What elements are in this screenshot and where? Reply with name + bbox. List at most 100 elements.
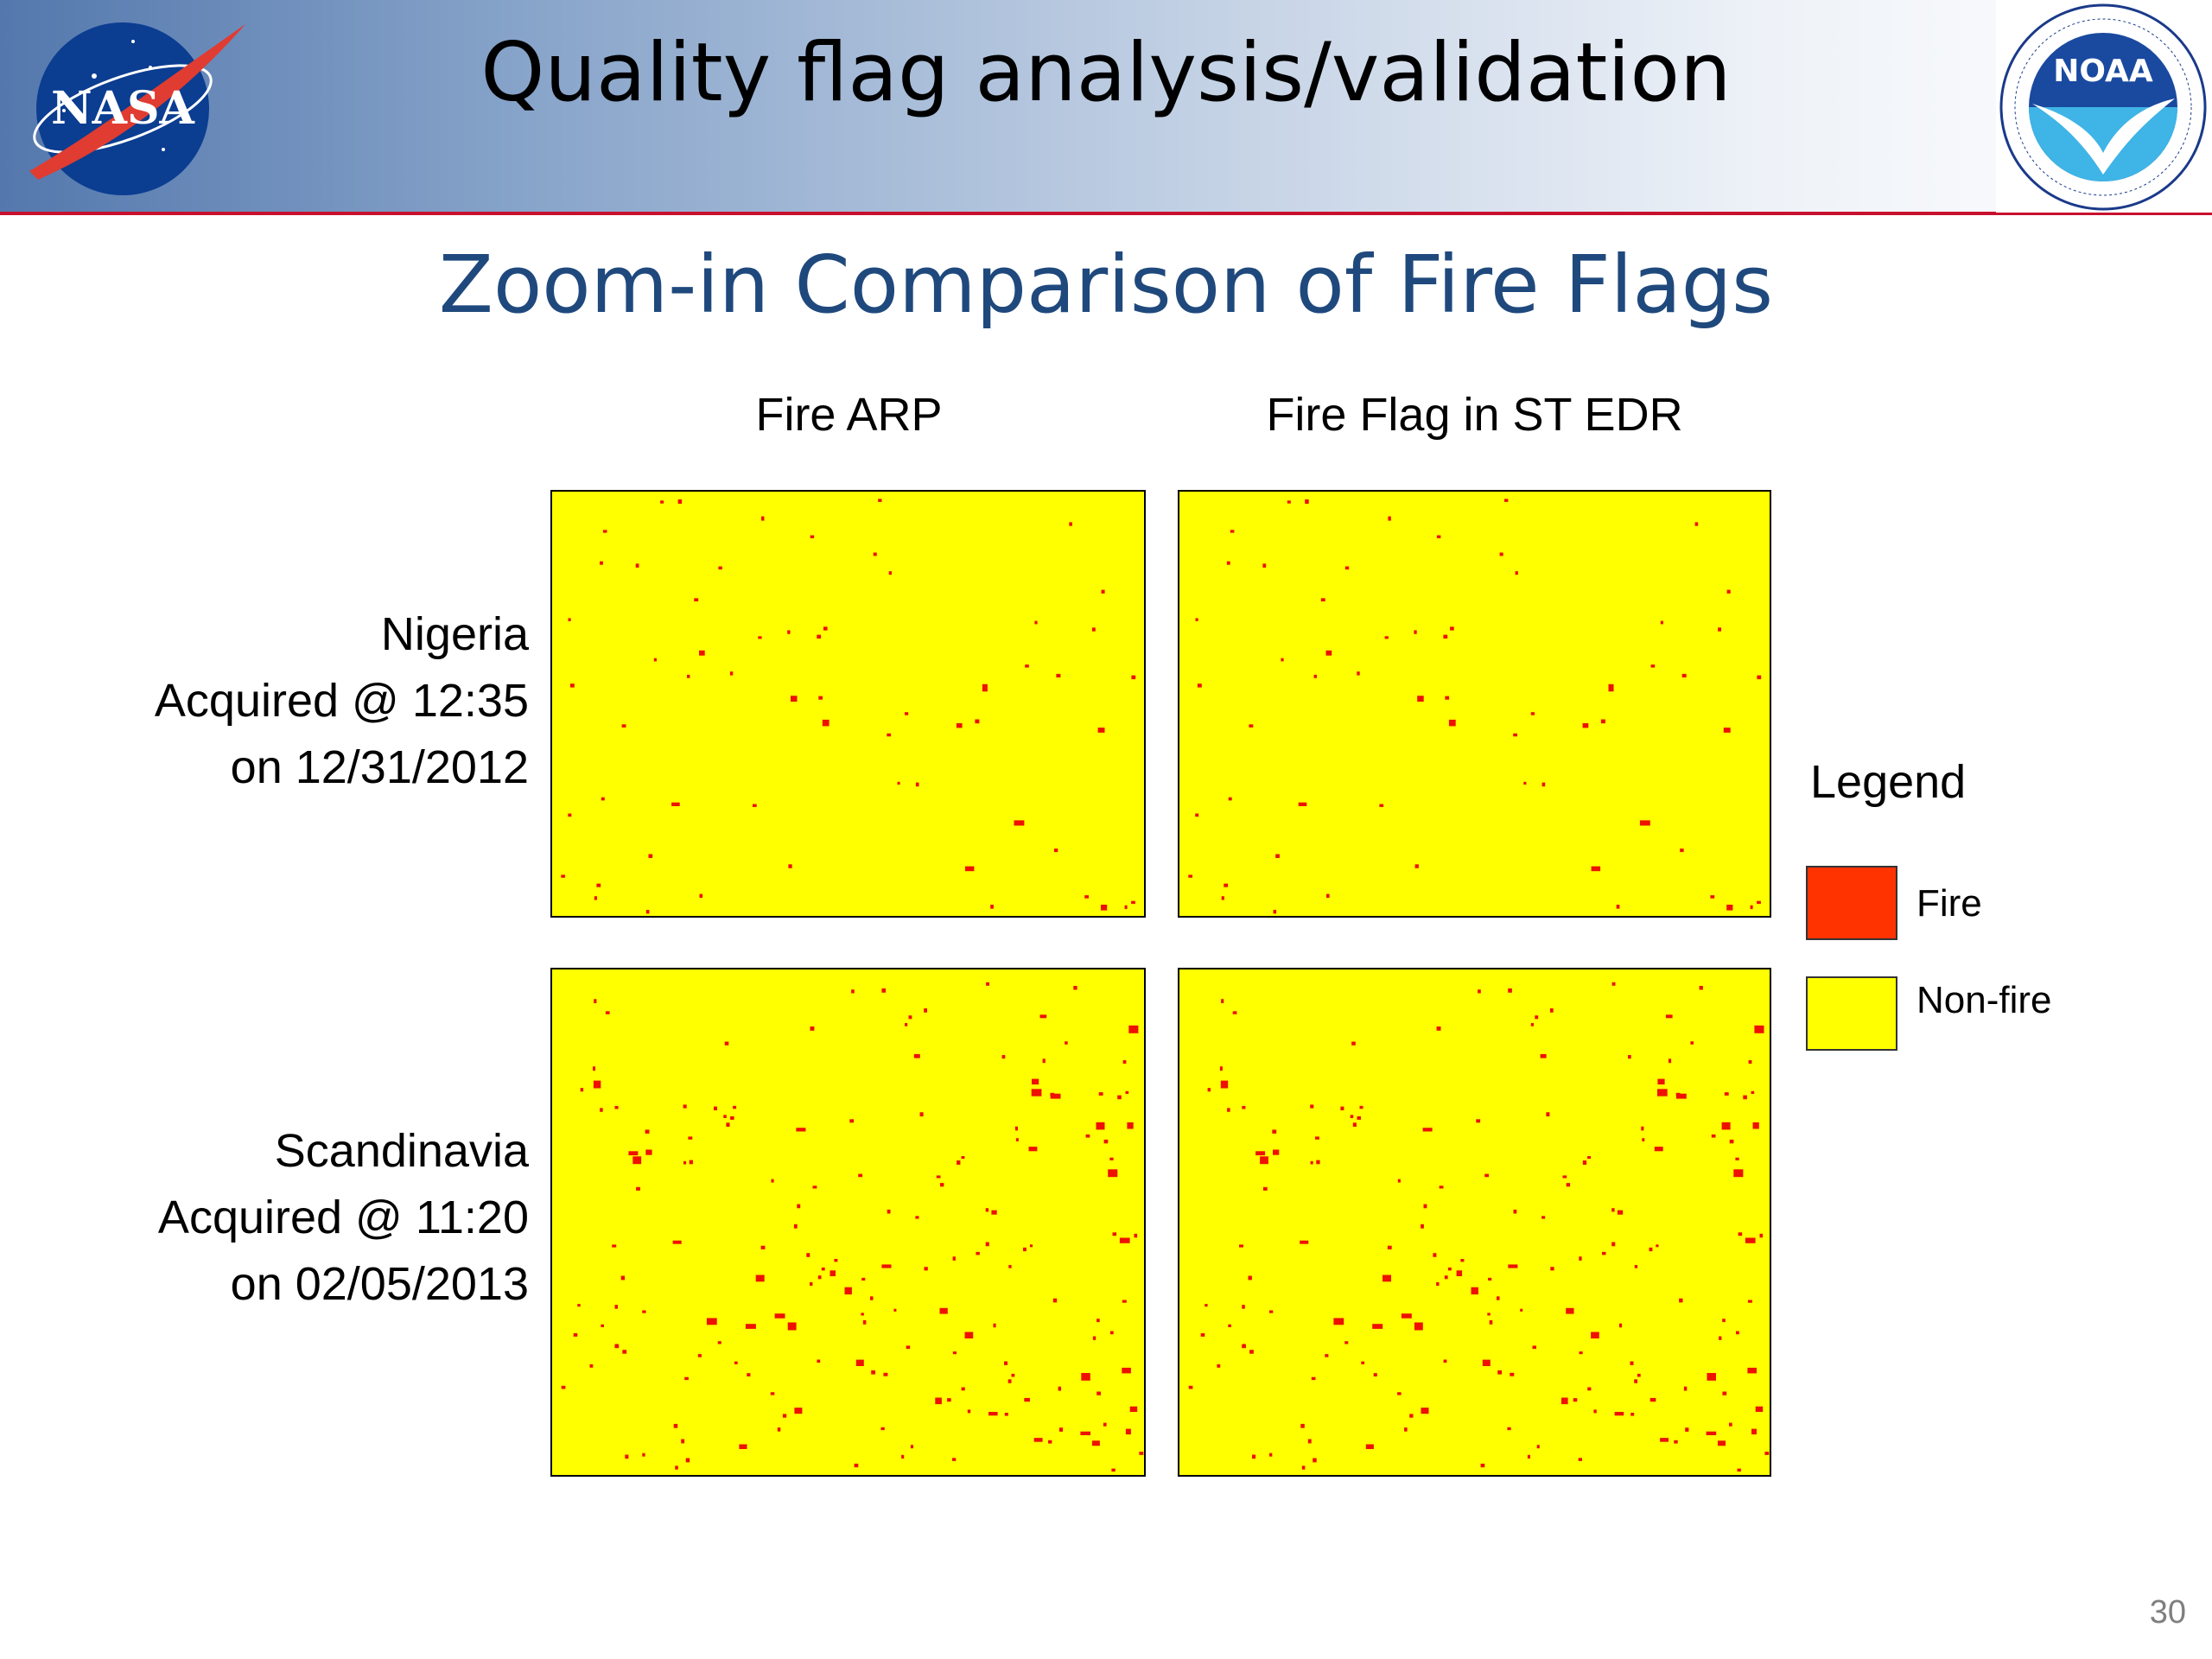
fire-pixel: [1097, 728, 1105, 733]
fire-pixel: [982, 683, 988, 692]
fire-pixel: [990, 905, 994, 909]
fire-pixel: [861, 1277, 866, 1281]
fire-pixel: [854, 1463, 859, 1468]
fire-pixel: [1122, 1367, 1131, 1374]
fire-pixel: [1227, 1108, 1230, 1112]
fire-pixel: [986, 982, 989, 986]
fire-pixel: [760, 1245, 766, 1249]
fire-pixel: [718, 566, 722, 570]
fire-pixel: [787, 630, 791, 634]
fire-pixel: [1053, 849, 1058, 853]
fire-pixel: [1654, 1147, 1663, 1152]
fire-pixel: [614, 1305, 618, 1309]
fire-pixel: [1508, 1264, 1518, 1268]
fire-pixel: [1220, 1080, 1229, 1089]
fire-pixel: [1515, 571, 1518, 575]
fire-pixel: [1729, 1139, 1734, 1144]
fire-pixel: [1007, 1379, 1012, 1383]
fire-pixel: [905, 1023, 908, 1027]
fire-pixel: [589, 1363, 594, 1368]
fire-pixel: [1541, 1216, 1546, 1219]
fire-pixel: [1540, 1053, 1547, 1058]
fire-pixel: [1325, 1354, 1329, 1357]
fire-pixel: [1530, 712, 1535, 715]
fire-pixel: [1649, 1397, 1656, 1402]
fire-pixel: [1436, 1027, 1441, 1031]
fire-pixel: [1729, 1422, 1732, 1427]
fire-pixel: [1242, 1106, 1246, 1109]
fire-pixel: [684, 1376, 689, 1381]
fire-pixel: [1497, 1296, 1500, 1300]
fire-pixel: [1591, 866, 1601, 872]
fire-pixel: [723, 1115, 727, 1118]
fire-pixel: [1614, 1412, 1624, 1416]
fire-pixel: [1751, 1428, 1757, 1435]
fire-map-nigeria-arp: [550, 490, 1146, 918]
fire-pixel: [1129, 1406, 1138, 1412]
fire-pixel: [1109, 1331, 1114, 1335]
fire-pixel: [915, 1216, 919, 1219]
fire-pixel: [1300, 1423, 1305, 1428]
fire-pixel: [1456, 1270, 1463, 1276]
fire-pixel: [1232, 1011, 1237, 1014]
fire-pixel: [1103, 1422, 1107, 1427]
fire-pixel: [612, 1244, 617, 1248]
fire-pixel: [1421, 1408, 1429, 1414]
fire-pixel: [774, 1313, 785, 1319]
fire-pixel: [1634, 1379, 1637, 1383]
fire-pixel: [1344, 1341, 1349, 1344]
fire-pixel: [906, 1345, 911, 1350]
fire-pixel: [642, 1452, 645, 1457]
fire-pixel: [791, 696, 798, 702]
fire-pixel: [1188, 1385, 1193, 1389]
fire-pixel: [1460, 1259, 1465, 1262]
fire-pixel: [602, 530, 607, 533]
fire-pixel: [1050, 1092, 1055, 1096]
noaa-logo: NOAA: [1998, 2, 2209, 213]
fire-pixel: [823, 626, 828, 631]
fire-pixel: [672, 1240, 682, 1244]
fire-pixel: [694, 598, 699, 601]
fire-pixel: [1737, 1468, 1741, 1472]
fire-pixel: [758, 636, 762, 639]
fire-pixel: [777, 1427, 781, 1432]
fire-pixel: [1417, 696, 1424, 702]
fire-pixel: [1221, 999, 1224, 1003]
fire-map-nigeria-edr: [1178, 490, 1771, 918]
fire-pixel: [796, 1128, 806, 1132]
fire-pixel: [924, 1008, 927, 1013]
fire-pixel: [683, 1160, 687, 1165]
fire-pixel: [1611, 982, 1616, 986]
fire-pixel: [1587, 1156, 1591, 1160]
fire-pixel: [605, 1011, 610, 1014]
fire-pixel: [1028, 1147, 1038, 1152]
fire-pixel: [1649, 1247, 1653, 1252]
fire-pixel: [961, 1387, 965, 1391]
fire-pixel: [1015, 1138, 1019, 1141]
fire-pixel: [1641, 1126, 1644, 1131]
fire-pixel: [940, 1183, 944, 1187]
fire-pixel: [1058, 1386, 1061, 1391]
fire-pixel: [870, 1296, 874, 1300]
fire-pixel: [1579, 1256, 1582, 1261]
fire-pixel: [1397, 1392, 1402, 1395]
fire-pixel: [573, 1333, 578, 1337]
fire-pixel: [1301, 1465, 1306, 1470]
fire-pixel: [1344, 566, 1350, 570]
fire-pixel: [1269, 1452, 1273, 1457]
fire-pixel: [1602, 1251, 1606, 1255]
fire-pixel: [1310, 1160, 1313, 1165]
fire-pixel: [1065, 1041, 1068, 1045]
fire-pixel: [818, 696, 823, 700]
fire-pixel: [956, 723, 963, 728]
fire-pixel: [991, 1210, 997, 1215]
fire-pixel: [1679, 1298, 1683, 1303]
fire-pixel: [1029, 1244, 1033, 1248]
fire-pixel: [593, 1080, 601, 1089]
fire-pixel: [952, 1351, 957, 1355]
fire-pixel: [1379, 804, 1384, 807]
fire-pixel: [810, 535, 815, 538]
fire-pixel: [561, 874, 565, 878]
fire-pixel: [1706, 1431, 1717, 1435]
fire-map-scandinavia-arp: [550, 968, 1146, 1477]
